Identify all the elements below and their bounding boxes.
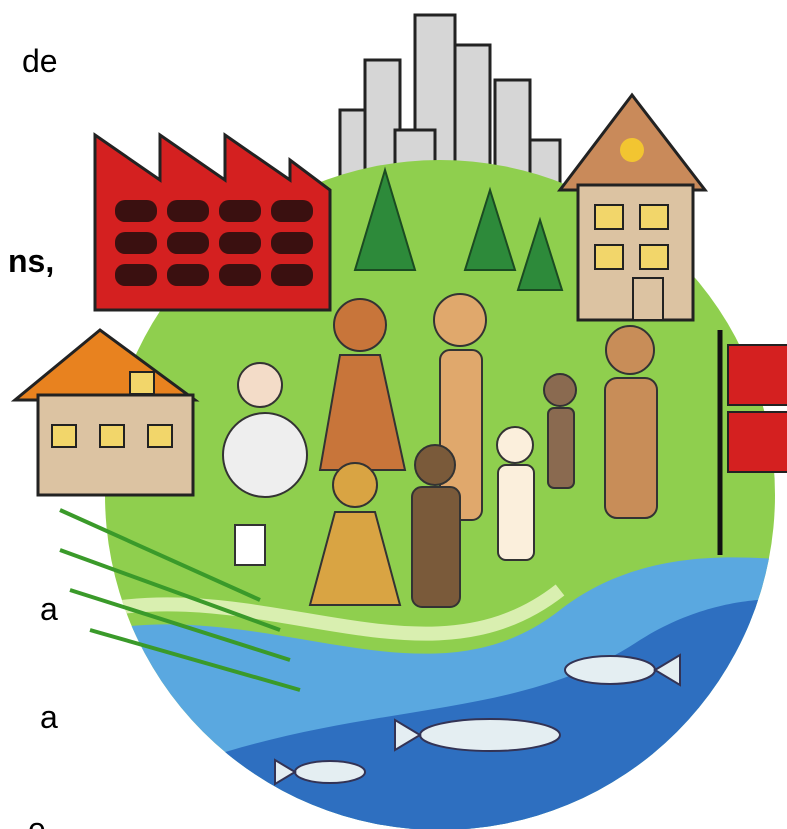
text-fragment: ns, [8, 243, 54, 279]
trees [353, 166, 564, 291]
sign [717, 330, 787, 555]
crops [59, 508, 301, 692]
school [556, 92, 709, 322]
people [222, 293, 658, 608]
text-fragment: e [28, 811, 46, 829]
illustration [10, 13, 787, 829]
text-fragment: a [40, 699, 58, 735]
fish [274, 653, 681, 786]
text-fragment: a [40, 591, 58, 627]
factory [93, 132, 332, 312]
house [10, 328, 200, 497]
text-fragment: de [22, 43, 58, 79]
